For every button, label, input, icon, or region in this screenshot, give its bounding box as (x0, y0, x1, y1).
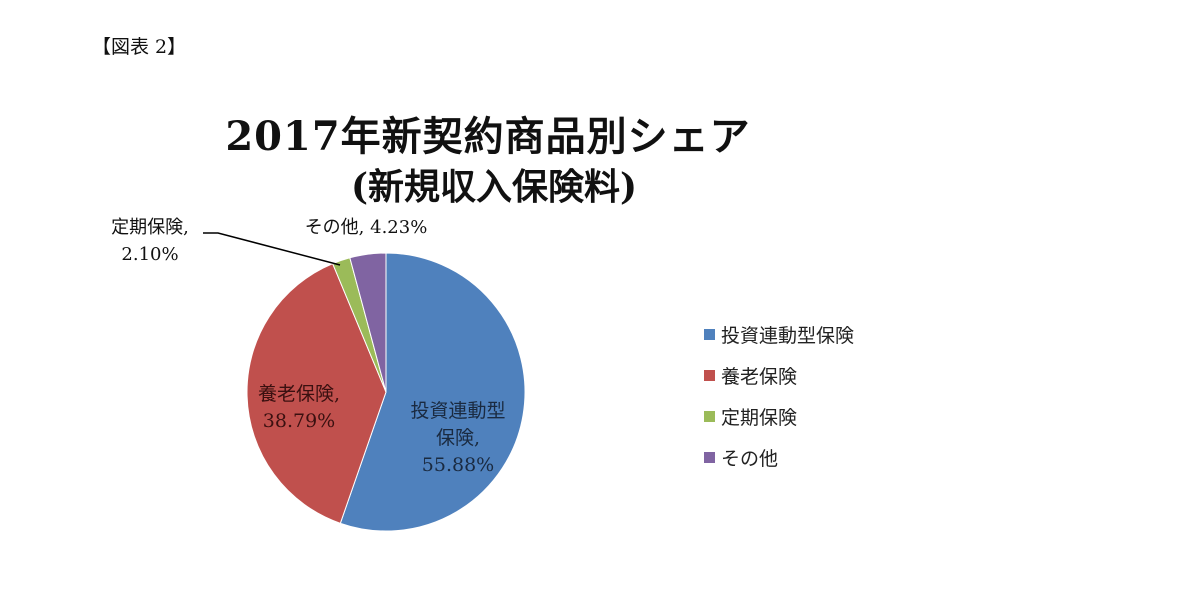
legend-item-term: 定期保険 (704, 396, 854, 437)
legend-swatch (704, 411, 715, 422)
data-label-endowment: 養老保険, 38.79% (257, 383, 341, 432)
pie-slice-other (349, 252, 387, 393)
data-label-investment-linked: 投資連動型 保険, 55.88% (410, 400, 506, 476)
data-label-term: 定期保険, 2.10% (111, 217, 189, 265)
legend-item-endowment: 養老保険 (704, 355, 854, 396)
legend-swatch (704, 452, 715, 463)
data-label-other: その他, 4.23% (304, 217, 428, 238)
leader-line (203, 232, 341, 266)
legend-item-other: その他 (704, 437, 854, 478)
legend-swatch (704, 370, 715, 381)
pie-slice-endowment (246, 262, 387, 524)
chart-subtitle: (新規収入保険料) (350, 166, 638, 208)
legend-item-investment-linked: 投資連動型保険 (704, 314, 854, 355)
legend-swatch (704, 329, 715, 340)
legend: 投資連動型保険 養老保険 定期保険 その他 (704, 314, 854, 478)
figure-label: 【図表 2】 (92, 36, 187, 58)
chart-title: 2017年新契約商品別シェア (225, 113, 751, 160)
